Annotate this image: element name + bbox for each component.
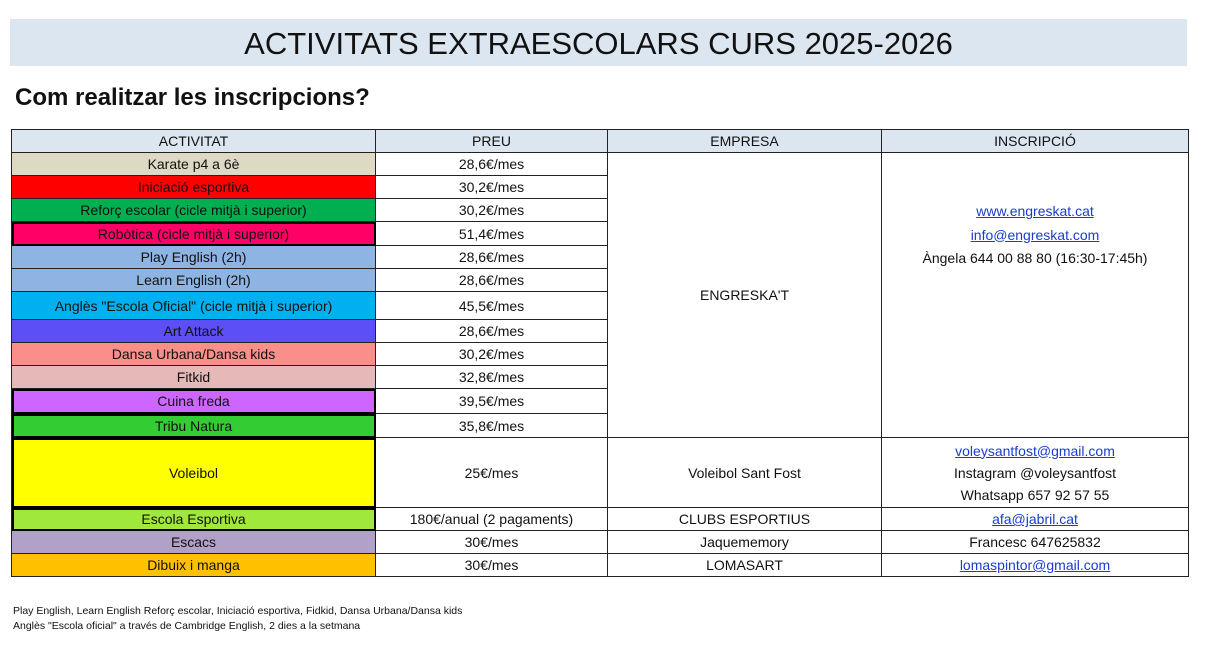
- company-cell: CLUBS ESPORTIUS: [607, 507, 882, 531]
- price-cell: 32,8€/mes: [375, 365, 608, 389]
- inscription-cell: voleysantfost@gmail.com Instagram @voleys…: [881, 437, 1189, 508]
- inscription-cell: www.engreskat.cat info@engreskat.com Ànge…: [881, 152, 1189, 438]
- activities-table: ACTIVITAT PREU EMPRESA INSCRIPCIÓ Karate…: [11, 129, 1189, 577]
- price-cell: 30,2€/mes: [375, 198, 608, 222]
- header-preu: PREU: [375, 129, 608, 153]
- email-link[interactable]: afa@jabril.cat: [992, 511, 1078, 527]
- note: Anglès "Escola oficial" a través de Camb…: [13, 620, 361, 632]
- contact-text: Àngela 644 00 88 80 (16:30-17:45h): [922, 250, 1148, 266]
- price-cell: 28,6€/mes: [375, 319, 608, 343]
- price-cell: 35,8€/mes: [375, 413, 608, 438]
- activity-cell: Play English (2h): [11, 245, 376, 269]
- table-row: Anglès "Escola Oficial" (cicle mitjà i s…: [11, 291, 1189, 320]
- price-cell: 30€/mes: [375, 553, 608, 577]
- table-row: Voleibol 25€/mes Voleibol Sant Fost voley…: [11, 437, 1189, 508]
- activity-cell: Learn English (2h): [11, 268, 376, 292]
- inscription-cell: Francesc 647625832: [881, 530, 1189, 554]
- activity-cell: Voleibol: [11, 437, 376, 508]
- header-inscripcio: INSCRIPCIÓ: [881, 129, 1189, 153]
- table-header: ACTIVITAT PREU EMPRESA INSCRIPCIÓ: [11, 129, 1189, 153]
- table-row: Fitkid 32,8€/mes: [11, 365, 1189, 389]
- activity-cell: Cuina freda: [11, 388, 376, 414]
- inscription-cell: lomaspintor@gmail.com: [881, 553, 1189, 577]
- table-row: Dansa Urbana/Dansa kids 30,2€/mes: [11, 342, 1189, 366]
- price-cell: 30€/mes: [375, 530, 608, 554]
- footnotes: Play English, Learn English Reforç escol…: [13, 604, 462, 634]
- price-cell: 39,5€/mes: [375, 388, 608, 414]
- inscription-cell: afa@jabril.cat: [881, 507, 1189, 531]
- header-empresa: EMPRESA: [607, 129, 882, 153]
- activity-cell: Reforç escolar (cicle mitjà i superior): [11, 198, 376, 222]
- activity-cell: Dibuix i manga: [11, 553, 376, 577]
- company-cell: Voleibol Sant Fost: [607, 437, 882, 508]
- table-row: Karate p4 a 6è 28,6€/mes ENGRESKA'T www.e…: [11, 152, 1189, 438]
- page-title: ACTIVITATS EXTRAESCOLARS CURS 2025-2026: [10, 19, 1187, 66]
- table-row: Robòtica (cicle mitjà i superior) 51,4€/…: [11, 221, 1189, 246]
- company-cell: Jaquememory: [607, 530, 882, 554]
- note: Play English, Learn English Reforç escol…: [13, 605, 463, 617]
- activity-cell: Art Attack: [11, 319, 376, 343]
- email-link[interactable]: lomaspintor@gmail.com: [959, 557, 1111, 573]
- instagram-text: Instagram @voleysantfost: [953, 464, 1117, 481]
- whatsapp-text: Whatsapp 657 92 57 55: [960, 486, 1110, 503]
- table-row: Cuina freda 39,5€/mes: [11, 388, 1189, 414]
- activity-cell: Karate p4 a 6è: [11, 152, 376, 176]
- activity-cell: Escacs: [11, 530, 376, 554]
- price-cell: 28,6€/mes: [375, 268, 608, 292]
- table-row: Reforç escolar (cicle mitjà i superior) …: [11, 198, 1189, 222]
- activity-cell: Escola Esportiva: [11, 507, 376, 531]
- activity-cell: Iniciació esportiva: [11, 175, 376, 199]
- price-cell: 30,2€/mes: [375, 175, 608, 199]
- header-activitat: ACTIVITAT: [11, 129, 376, 153]
- price-cell: 45,5€/mes: [375, 291, 608, 320]
- table-row: Escacs 30€/mes Jaquememory Francesc 647625…: [11, 530, 1189, 554]
- activity-cell: Robòtica (cicle mitjà i superior): [11, 221, 376, 246]
- price-cell: 28,6€/mes: [375, 152, 608, 176]
- table-row: Tribu Natura 35,8€/mes: [11, 413, 1189, 438]
- website-link[interactable]: www.engreskat.cat: [976, 203, 1094, 219]
- table-row: Dibuix i manga 30€/mes LOMASART lomaspinto…: [11, 553, 1189, 577]
- email-link[interactable]: voleysantfost@gmail.com: [955, 442, 1115, 459]
- company-cell: LOMASART: [607, 553, 882, 577]
- company-cell: ENGRESKA'T: [607, 152, 882, 438]
- subtitle: Com realitzar les inscripcions?: [15, 84, 370, 111]
- table-row: Learn English (2h) 28,6€/mes: [11, 268, 1189, 292]
- email-link[interactable]: info@engreskat.com: [970, 226, 1100, 243]
- table-row: Iniciació esportiva 30,2€/mes: [11, 175, 1189, 199]
- price-cell: 180€/anual (2 pagaments): [375, 507, 608, 531]
- table-row: Art Attack 28,6€/mes: [11, 319, 1189, 343]
- price-cell: 30,2€/mes: [375, 342, 608, 366]
- table-row: Escola Esportiva 180€/anual (2 pagaments…: [11, 507, 1189, 531]
- activity-cell: Fitkid: [11, 365, 376, 389]
- activity-cell: Dansa Urbana/Dansa kids: [11, 342, 376, 366]
- price-cell: 51,4€/mes: [375, 221, 608, 246]
- activity-cell: Tribu Natura: [11, 413, 376, 438]
- activity-cell: Anglès "Escola Oficial" (cicle mitjà i s…: [11, 291, 376, 320]
- price-cell: 28,6€/mes: [375, 245, 608, 269]
- price-cell: 25€/mes: [375, 437, 608, 508]
